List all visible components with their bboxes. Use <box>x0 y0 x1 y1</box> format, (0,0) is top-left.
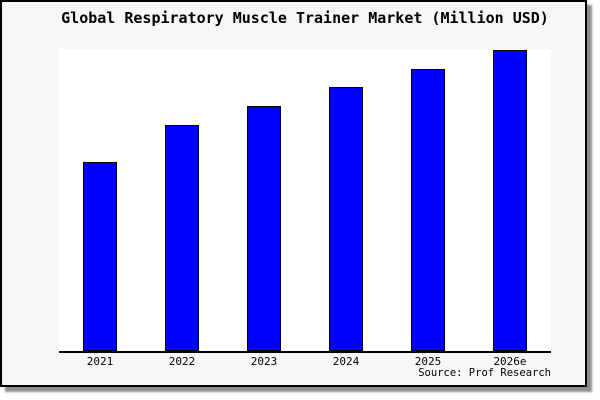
x-axis-line <box>59 351 551 353</box>
bar-2021 <box>83 162 117 351</box>
plot-area <box>59 49 551 351</box>
x-tick-label-2023: 2023 <box>250 355 278 368</box>
bar-slot-2025 <box>387 49 469 351</box>
x-tick-label-2025: 2025 <box>414 355 442 368</box>
bar-2022 <box>165 125 199 351</box>
bar-slot-2024 <box>305 49 387 351</box>
bar-slot-2021 <box>59 49 141 351</box>
bar-2026e <box>493 50 527 351</box>
x-tick-label-2022: 2022 <box>168 355 196 368</box>
bar-2025 <box>411 69 445 351</box>
x-axis-labels: 2021 2022 2023 2024 2025 2026e <box>59 355 551 368</box>
bar-slot-2023 <box>223 49 305 351</box>
chart-panel: Global Respiratory Muscle Trainer Market… <box>0 0 587 387</box>
chart-title: Global Respiratory Muscle Trainer Market… <box>61 9 549 27</box>
x-tick-label-2026e: 2026e <box>493 355 527 368</box>
source-credit: Source: Prof Research <box>418 367 551 379</box>
bar-2023 <box>247 106 281 351</box>
bar-slot-2022 <box>141 49 223 351</box>
x-tick-label-2024: 2024 <box>332 355 360 368</box>
bar-slot-2026e <box>469 49 551 351</box>
bar-2024 <box>329 87 363 351</box>
x-tick-label-2021: 2021 <box>86 355 114 368</box>
